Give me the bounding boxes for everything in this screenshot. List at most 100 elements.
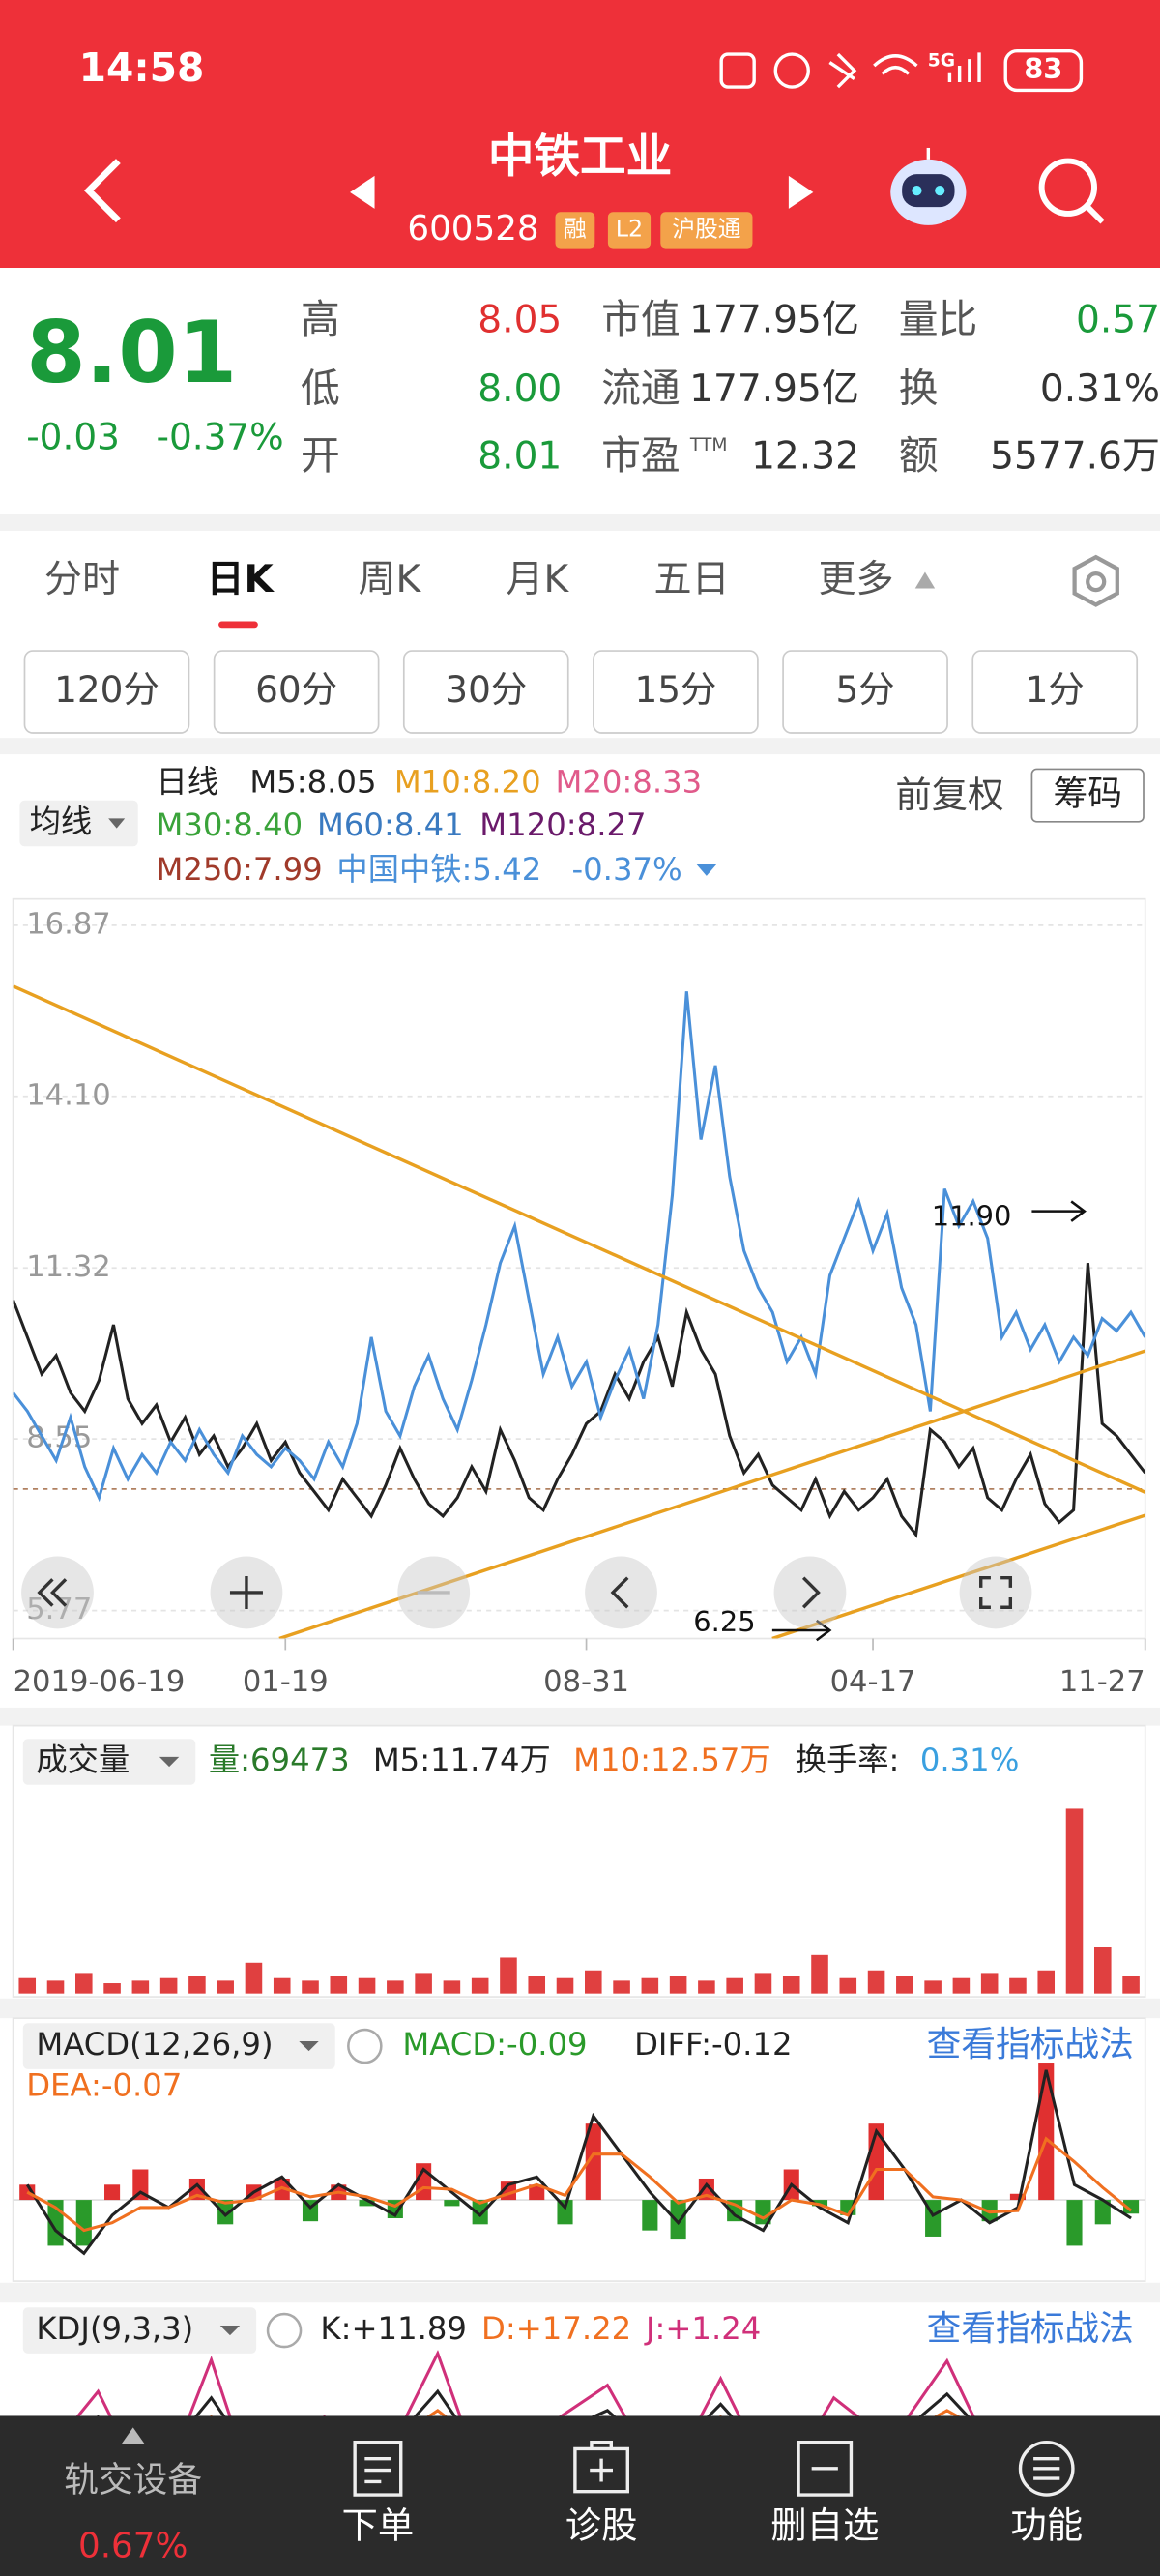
indicator-title: MACD(12,26,9): [36, 2026, 273, 2063]
nav-item[interactable]: 功能: [1010, 2504, 1083, 2547]
trend-line: [278, 1349, 1146, 1639]
kdj-line: [75, 2350, 975, 2416]
ma-legend-item: M5:8.05: [249, 764, 376, 801]
indicator-legend: J:+1.24: [644, 2310, 761, 2347]
indicator-selector-bg[interactable]: [22, 1739, 196, 1785]
adjust-mode[interactable]: 前复权: [895, 774, 1003, 816]
indicator-title: KDJ(9,3,3): [36, 2310, 193, 2347]
price-change-pct: -0.37%: [156, 415, 283, 457]
chart-control[interactable]: [585, 1556, 657, 1629]
volume-bar: [726, 1977, 743, 1994]
search-icon[interactable]: [1038, 158, 1105, 224]
nav-item[interactable]: 下单: [342, 2504, 415, 2547]
volume-bar: [217, 1980, 234, 1994]
indicator-link[interactable]: 查看指标战法: [927, 2025, 1134, 2064]
macd-line: [25, 2069, 1132, 2256]
badge: 融: [564, 215, 587, 242]
volume-bar: [302, 1980, 319, 1994]
period-button[interactable]: [972, 650, 1139, 734]
macd-bar: [1009, 2193, 1027, 2201]
ma-legend-item: M20:8.33: [556, 764, 703, 801]
y-tick-label: 11.32: [26, 1250, 111, 1284]
chart-control[interactable]: [959, 1556, 1032, 1629]
indicator-legend: K:+11.89: [320, 2310, 467, 2347]
status-time: 14:58: [79, 44, 205, 91]
macd-bar: [1094, 2200, 1111, 2225]
volume-bar: [387, 1980, 404, 1994]
stat-label: 低: [301, 366, 340, 412]
stat-label: 高: [301, 296, 340, 342]
trend-line: [771, 1513, 1146, 1639]
indicator-selector-bg[interactable]: [22, 2307, 257, 2354]
price-change: -0.03: [26, 415, 120, 457]
volume-bar: [556, 1977, 574, 1994]
volume-bar: [188, 1976, 206, 1994]
tab[interactable]: 五日: [653, 558, 729, 601]
period-button[interactable]: [782, 650, 948, 734]
indicator-link[interactable]: 查看指标战法: [927, 2309, 1134, 2349]
macd-bar: [670, 2200, 686, 2240]
chips-button-bg[interactable]: [1030, 768, 1145, 823]
settings-icon[interactable]: [1072, 554, 1119, 607]
period-button[interactable]: [593, 650, 759, 734]
ma-legend-item: M10:8.20: [394, 764, 541, 801]
volume-bar: [160, 1977, 178, 1994]
period-button[interactable]: [213, 650, 380, 734]
next-stock[interactable]: [788, 175, 814, 209]
stat-label: 市值: [601, 296, 681, 342]
macd-bar: [585, 2123, 601, 2201]
volume-bar: [1009, 1977, 1027, 1994]
badge: 沪股通: [672, 215, 741, 242]
tab[interactable]: 更多: [818, 558, 893, 601]
macd-frame: [12, 2017, 1146, 2282]
nav-item[interactable]: 诊股: [566, 2504, 638, 2547]
indicator-legend: 量:69473: [209, 1742, 350, 1778]
ma-legend-item: M60:8.41: [317, 806, 464, 843]
volume-bar: [782, 1976, 800, 1994]
ma-selector-bg[interactable]: [19, 800, 138, 847]
volume-frame: [12, 1724, 1146, 1998]
period-label: 60分: [255, 668, 337, 711]
separator: [0, 513, 1160, 531]
volume-bar: [980, 1973, 999, 1994]
chart-control[interactable]: [21, 1556, 94, 1629]
separator: [0, 2282, 1160, 2303]
tab[interactable]: 分时: [44, 558, 120, 601]
period-button[interactable]: [402, 650, 569, 734]
macd-bar: [188, 2178, 205, 2201]
network-label: 5G: [928, 50, 955, 71]
assistant-icon[interactable]: [890, 147, 967, 225]
indicator-title: 成交量: [36, 1742, 130, 1778]
tab[interactable]: 周K: [358, 558, 421, 601]
chart-control[interactable]: [773, 1556, 847, 1629]
ma-legend-item: M120:8.27: [479, 806, 646, 843]
volume-bar: [245, 1962, 263, 1994]
help-icon: [266, 2312, 303, 2349]
stat-label: 流通: [601, 366, 681, 412]
ma-legend-item: M250:7.99: [156, 851, 322, 888]
x-tick-label: 11-27: [1059, 1665, 1146, 1699]
volume-bar: [585, 1970, 602, 1994]
annotation-arrow: [1031, 1200, 1087, 1222]
prev-stock[interactable]: [350, 175, 375, 209]
tab[interactable]: 月K: [506, 558, 569, 601]
volume-bar: [500, 1957, 517, 1994]
sector-name[interactable]: 轨交设备: [64, 2460, 202, 2500]
volume-bar: [131, 1980, 150, 1994]
indicator-legend: M10:12.57万: [573, 1742, 771, 1778]
volume-bar: [1094, 1947, 1112, 1994]
help-icon: [347, 2028, 383, 2064]
macd-bar: [1123, 2200, 1140, 2214]
indicator-selector-bg[interactable]: [22, 2023, 335, 2069]
kdj-lines: [75, 2350, 975, 2416]
volume-bar: [754, 1973, 772, 1994]
back-button[interactable]: [83, 159, 121, 223]
more-arrow: [914, 571, 936, 589]
badge: L2: [616, 215, 643, 242]
dropdown-arrow: [696, 864, 717, 876]
tab[interactable]: 日K: [206, 558, 275, 601]
stat-value: 5577.6万: [990, 435, 1160, 479]
nav-item[interactable]: 删自选: [770, 2504, 879, 2547]
period-button[interactable]: [23, 650, 190, 734]
